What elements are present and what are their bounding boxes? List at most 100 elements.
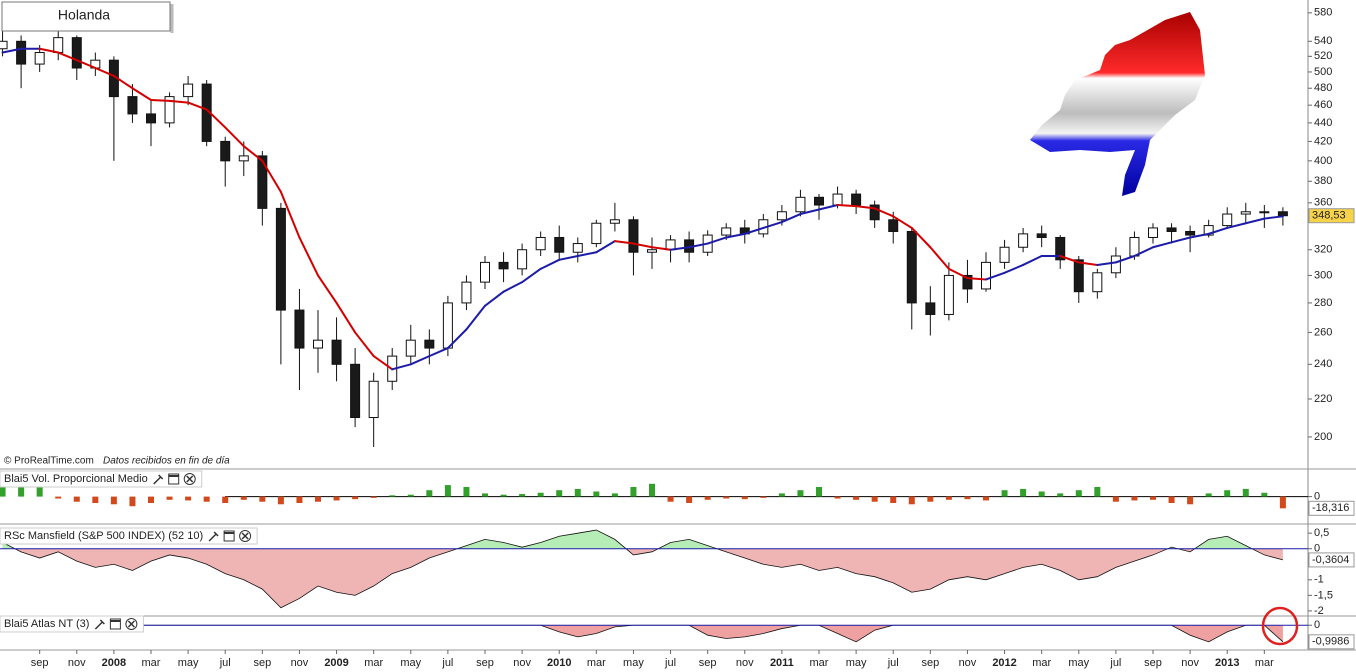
x-tick-label: mar <box>587 657 606 669</box>
y-tick-label: 240 <box>1314 358 1332 370</box>
y-tick-label: 320 <box>1314 244 1332 256</box>
y-tick-label: 460 <box>1314 99 1332 111</box>
candle-body <box>164 96 175 124</box>
candle-body <box>461 281 472 304</box>
x-tick-label: mar <box>1255 657 1274 669</box>
candle-body <box>53 37 64 54</box>
moving-average <box>892 215 913 229</box>
volume-bar <box>1187 496 1194 505</box>
volume-bar <box>537 492 544 497</box>
y-tick-label: 360 <box>1314 197 1332 209</box>
candle-body <box>1036 233 1047 238</box>
candle-body <box>0 40 8 50</box>
volume-bar <box>1075 490 1082 497</box>
x-tick-label: mar <box>364 657 383 669</box>
candle-body <box>943 274 954 315</box>
moving-average <box>205 108 227 129</box>
candle-body <box>146 113 156 124</box>
moving-average <box>1152 241 1173 249</box>
moving-average <box>929 246 950 270</box>
candle-body <box>350 363 361 419</box>
y-tick-label: -1 <box>1314 574 1324 586</box>
candle-body <box>257 155 268 209</box>
y-tick-label: 200 <box>1314 431 1332 443</box>
volume-bar <box>853 496 860 500</box>
candle-body <box>1055 236 1066 261</box>
moving-average <box>818 204 839 211</box>
moving-average <box>279 190 301 239</box>
candle-body <box>368 380 379 419</box>
volume-bar <box>1001 490 1008 497</box>
moving-average <box>317 274 338 304</box>
panel-title: Blai5 Atlas NT (3) <box>4 618 89 630</box>
close-icon-x <box>127 620 135 628</box>
moving-average <box>465 304 486 331</box>
volume-bar <box>463 487 470 497</box>
y-tick-label: 0 <box>1314 543 1320 555</box>
moving-average <box>836 204 858 208</box>
candle-body <box>16 40 27 65</box>
indicator-line <box>2 529 1283 609</box>
volume-bar <box>983 496 989 501</box>
y-tick-label: 520 <box>1314 50 1332 62</box>
moving-average <box>131 87 152 102</box>
moving-average <box>725 232 746 239</box>
volume-bar <box>667 496 674 502</box>
chart-title: Holanda <box>58 7 110 23</box>
volume-bar <box>1131 496 1138 501</box>
moving-average <box>855 205 876 210</box>
volume-bar <box>1205 493 1212 497</box>
moving-average <box>873 207 895 218</box>
moving-average <box>688 242 709 249</box>
moving-average <box>985 271 1006 281</box>
candle-body <box>851 193 862 206</box>
settings-icon <box>153 474 164 485</box>
volume-bar <box>964 496 971 500</box>
moving-average <box>1022 255 1043 266</box>
candle-body <box>925 302 936 315</box>
area-negative <box>14 548 1283 608</box>
current-value-label: 348,53 <box>1312 210 1346 222</box>
candle-body <box>1203 225 1214 236</box>
y-tick-label: 0 <box>1314 491 1320 503</box>
moving-average <box>94 66 115 77</box>
volume-bar <box>315 496 321 502</box>
x-tick-label: sep <box>253 657 271 669</box>
y-tick-label: 220 <box>1314 393 1332 405</box>
volume-bar <box>203 496 210 502</box>
moving-average <box>910 226 932 249</box>
x-tick-label: 2010 <box>547 657 571 669</box>
candle-body <box>294 309 305 349</box>
candle-body <box>183 83 194 98</box>
panel-title: Blai5 Vol. Proporcional Medio <box>4 473 148 485</box>
moving-average <box>187 101 208 111</box>
volume-bar <box>110 496 117 505</box>
volume-bar <box>797 490 804 497</box>
volume-bar <box>1112 496 1119 502</box>
moving-average <box>576 251 598 258</box>
candle-body <box>480 261 490 283</box>
moving-average <box>1114 255 1136 264</box>
candle-body <box>628 219 639 253</box>
volume-bar <box>222 496 229 503</box>
moving-average <box>1077 261 1099 266</box>
x-tick-label: jul <box>1109 657 1121 669</box>
x-tick-label: nov <box>1181 657 1199 669</box>
x-tick-label: jul <box>219 657 231 669</box>
candle-body <box>962 274 973 290</box>
x-tick-label: 2013 <box>1215 657 1239 669</box>
current-value-label: -0,9986 <box>1312 636 1349 648</box>
moving-average <box>242 145 264 162</box>
moving-average <box>298 236 319 277</box>
moving-average <box>1059 255 1080 264</box>
close-icon-x <box>241 532 249 540</box>
candle-body <box>238 155 249 162</box>
volume-bar <box>816 487 822 497</box>
moving-average <box>261 159 282 193</box>
volume-bar <box>1279 496 1286 509</box>
moving-average <box>484 290 505 307</box>
volume-bar <box>1094 487 1101 497</box>
x-tick-label: nov <box>513 657 531 669</box>
candle-body <box>999 246 1010 263</box>
